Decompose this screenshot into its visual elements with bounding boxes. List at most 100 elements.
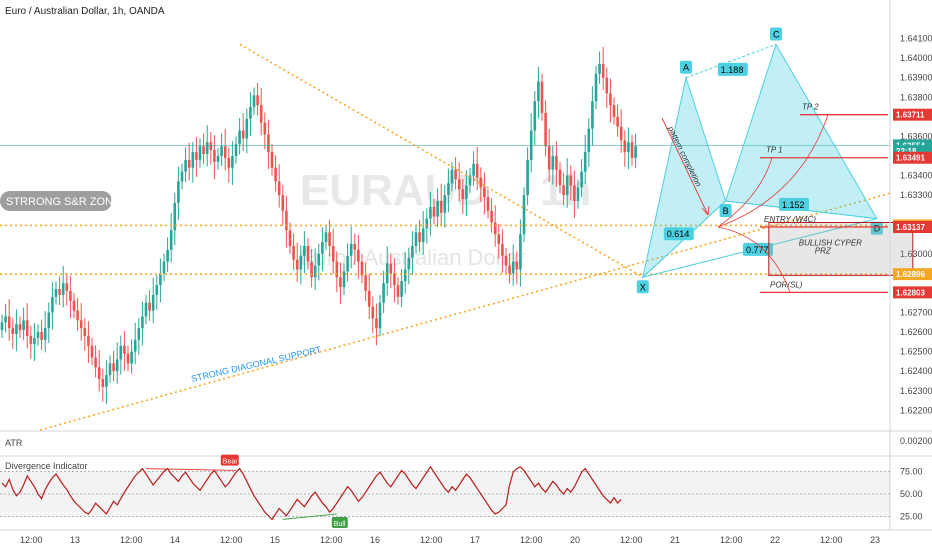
pattern-ratio-label: 0.614 [667,229,690,239]
price-tick-label: 1.64100 [900,34,932,44]
candle-body [612,105,616,117]
candle-body [130,351,133,364]
divergence-pane[interactable]: 75.00 50.00 25.00 Bear Bull [0,454,923,528]
candle-body [573,185,576,201]
pattern-triangle-xab [641,75,727,279]
candle-body [288,230,292,246]
pattern-point-label: A [683,63,689,73]
candle-body [245,118,249,139]
candle-body [101,379,105,387]
candle-body [443,195,447,213]
candle-body [594,73,598,102]
time-axis[interactable]: 12:00 13 12:00 14 12:00 15 12:00 16 12:00 17 12:00… [20,535,880,545]
candle-body [508,265,511,274]
candle-body [414,232,418,246]
candle-body [616,116,619,127]
pattern-point-label: C [773,29,780,39]
candle-body [609,93,612,106]
prz-box [768,222,914,276]
candle-body [331,245,335,262]
candle-body [126,353,130,364]
candle-body [601,64,605,78]
candle-body [522,195,526,235]
candle-body [11,328,15,335]
projection-curve-tp2 [717,114,829,228]
price-tick-label: 1.62600 [900,327,932,337]
candle-body [407,257,411,270]
trade-level-label: TP 1 [766,146,783,155]
time-tick-label: 12:00 [620,535,643,545]
candle-body [425,218,429,229]
pattern-triangle-bcd [724,43,878,220]
candle-body [166,249,169,262]
candle-body [87,335,90,346]
pattern-ratio-box [663,227,694,241]
candle-body [396,285,400,297]
candle-body [540,81,544,113]
candle-body [213,150,216,162]
main-pane[interactable] [0,46,637,405]
candle-body [371,306,375,319]
candle-body [576,187,580,201]
pattern-ratio-label: 0.777 [746,245,769,255]
price-tick-label: 1.62300 [900,386,932,396]
candle-body [119,345,123,360]
pattern-ratio-box [779,197,809,211]
bear-badge [220,454,239,466]
candle-body [310,261,313,278]
candle-body [558,169,562,186]
candle-body [79,320,83,329]
pattern-point-marker [636,280,649,294]
candle-body [252,95,256,108]
candle-body [627,142,630,153]
pattern-ratio-box [717,62,748,76]
candle-body [7,316,11,329]
candle-body [461,189,465,200]
candle-body [263,122,267,135]
candle-body [238,130,241,145]
bull-badge-label: Bull [334,521,346,528]
candle-body [439,200,443,213]
candle-body [321,242,324,254]
candle-body [504,255,508,266]
candle-body [205,142,209,155]
candle-body [432,206,436,217]
candle-body [479,177,483,188]
price-tick-label: 1.63600 [900,131,932,141]
candle-body [364,275,367,291]
price-flag-label: 23:18 [896,147,917,156]
time-tick-label: 12:00 [820,535,843,545]
time-tick-label: 17 [470,535,480,545]
candle-body [29,335,33,344]
candle-body [195,152,198,160]
time-tick-label: 12:00 [720,535,743,545]
price-tick-label: 1.63900 [900,73,932,83]
candle-body [241,130,245,139]
candle-body [180,171,184,182]
price-tick-label: 1.62200 [900,405,932,415]
bull-badge [331,516,348,528]
candle-body [198,146,202,160]
time-tick-label: 16 [370,535,380,545]
price-flag-label: 1.63137 [896,223,925,232]
candle-body [429,206,432,219]
candle-body [385,263,389,284]
pattern-leg-ac [685,43,777,79]
candle-body [277,181,281,196]
candle-body [562,185,565,196]
candle-body [115,359,119,372]
price-flag-box [893,108,932,121]
candle-body [270,152,274,168]
candle-body [72,300,76,311]
candle-body [634,146,637,158]
candle-body [292,245,295,260]
pattern-point-marker [770,27,782,41]
candle-body [382,283,385,303]
price-flag-box [893,221,932,234]
candle-body [400,281,403,297]
candle-body [303,245,306,256]
sr-zone-text: STRRONG S&R ZONE [6,196,120,208]
candle-body [587,128,591,153]
candle-body [187,159,191,168]
candle-body [216,155,220,162]
